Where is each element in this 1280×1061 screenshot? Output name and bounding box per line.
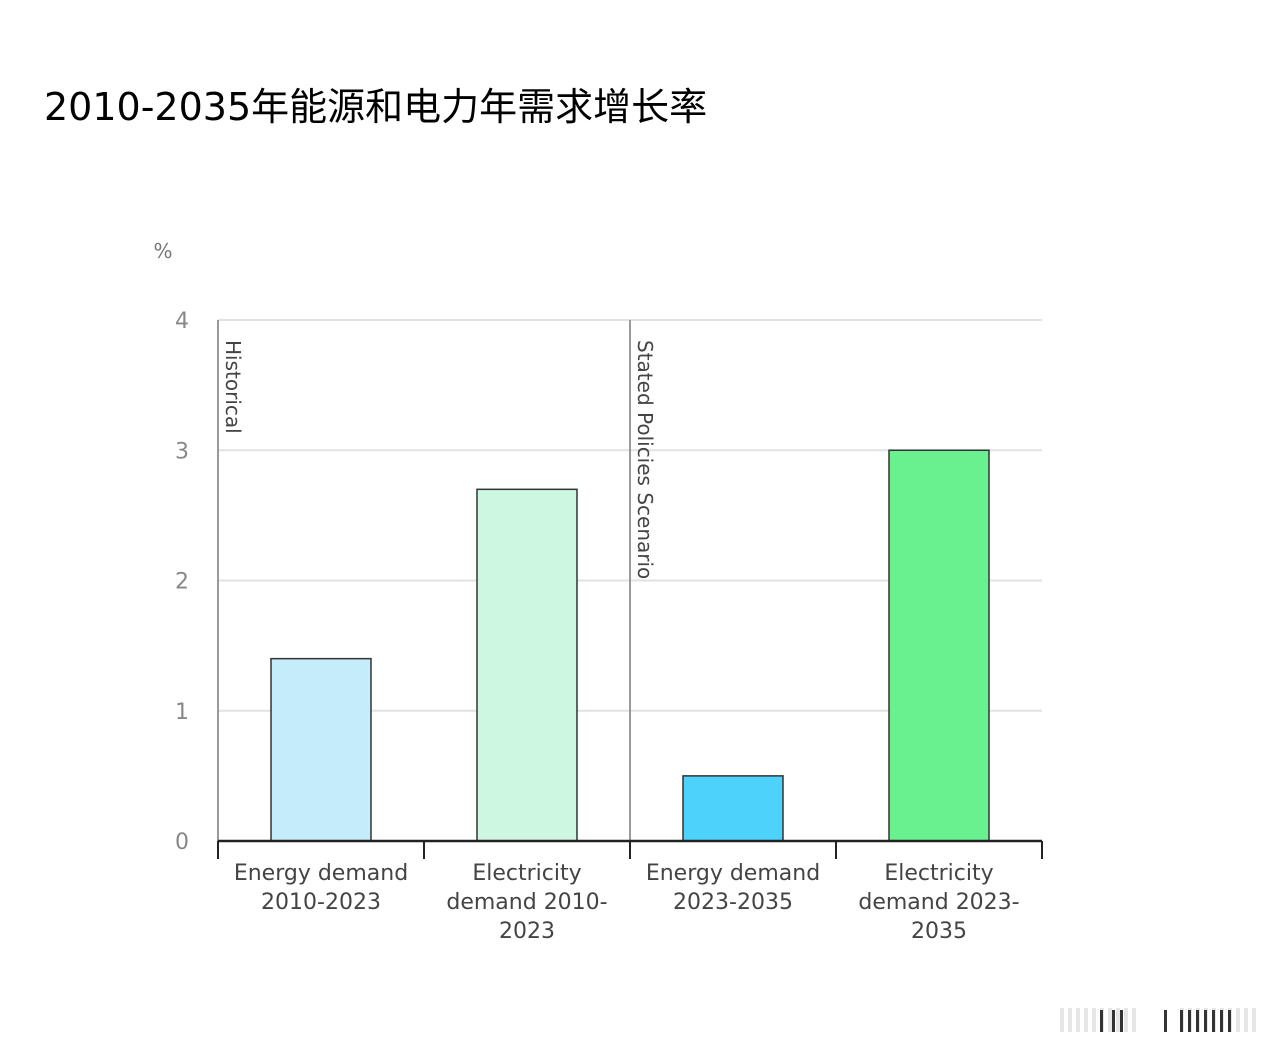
y-tick-label: 3 bbox=[175, 439, 189, 464]
section-label: Stated Policies Scenario bbox=[633, 340, 657, 579]
y-tick-label: 2 bbox=[175, 570, 189, 595]
bar bbox=[270, 657, 372, 842]
section-label: Historical bbox=[221, 340, 245, 434]
bar bbox=[682, 775, 784, 842]
category-label: Electricity demand 2010-2023 bbox=[446, 861, 607, 944]
bars bbox=[270, 449, 990, 842]
category-label: Electricity demand 2023-2035 bbox=[858, 861, 1019, 944]
bar bbox=[476, 488, 578, 842]
category-label: Energy demand 2010-2023 bbox=[234, 861, 408, 915]
y-tick-label: 0 bbox=[175, 830, 189, 855]
page-title: 2010-2035年能源和电力年需求增长率 bbox=[44, 85, 708, 129]
labels: % 0 1 2 3 4 Historical Stated Policies Scenario… bbox=[153, 239, 1019, 944]
bar bbox=[888, 449, 990, 842]
watermark-graphic bbox=[1060, 1008, 1256, 1032]
category-label: Energy demand 2023-2035 bbox=[646, 861, 820, 915]
y-axis-unit-label: % bbox=[153, 239, 172, 263]
x-axis bbox=[217, 839, 1043, 859]
y-tick-label: 4 bbox=[175, 309, 189, 334]
y-tick-label: 1 bbox=[175, 700, 189, 725]
